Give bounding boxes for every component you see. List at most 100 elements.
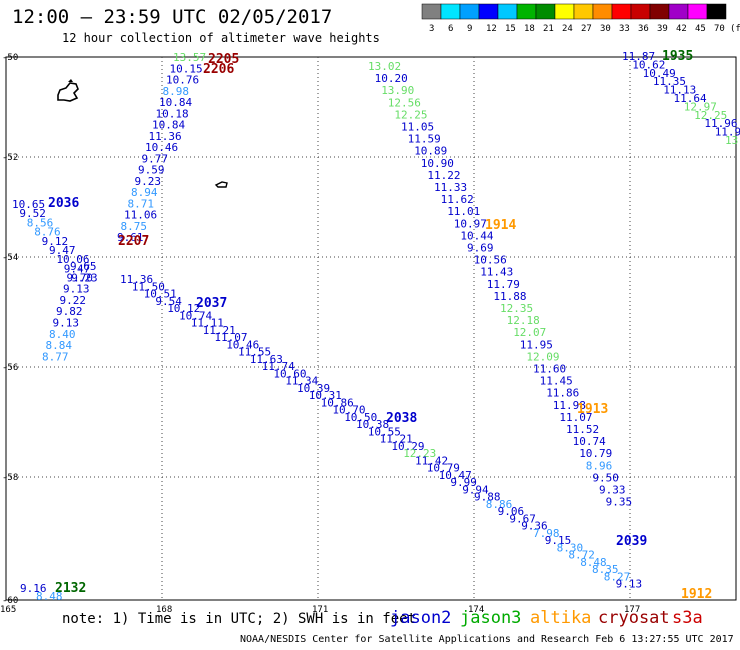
- jason2-obs: 11.34: [285, 375, 318, 388]
- islet-outline: [68, 79, 73, 82]
- jason3-obs: 11.13: [663, 84, 696, 97]
- altika-obs: 9.35: [606, 496, 633, 509]
- credit-line: NOAA/NESDIS Center for Satellite Applica…: [240, 634, 734, 645]
- jason3-obs: 11.64: [674, 92, 707, 105]
- altika-obs: 11.22: [427, 169, 460, 182]
- latitude-label: -56: [2, 363, 18, 373]
- legend-label: 18: [524, 24, 535, 34]
- jason3-obs: 11.35: [653, 75, 686, 88]
- cryosat-obs: 8.40: [49, 328, 76, 341]
- cryosat-obs: 10.84: [159, 96, 192, 109]
- altika-obs: 11.07: [559, 411, 592, 424]
- cryosat-obs: 9.70: [67, 271, 94, 284]
- jason2-obs: 10.06: [56, 253, 89, 266]
- legend-swatch: [421, 3, 442, 20]
- cryosat-obs: 10.76: [166, 74, 199, 87]
- cryosat-obs: 13.57: [173, 51, 206, 64]
- time-label: 2205: [208, 52, 239, 67]
- jason2-obs: 9.06: [498, 505, 524, 518]
- jason2-obs: 8.27: [604, 570, 631, 583]
- cryosat-obs: 11.06: [124, 209, 157, 222]
- longitude-label: 177: [624, 605, 640, 615]
- jason2-obs: 10.60: [273, 367, 306, 380]
- jason2-obs: 9.47: [49, 244, 76, 257]
- cryosat-obs: 9.22: [60, 294, 87, 307]
- altika-obs: 10.90: [421, 157, 454, 170]
- altika-obs: 11.95: [520, 338, 553, 351]
- altika-obs: 11.62: [441, 193, 474, 206]
- page-subtitle: 12 hour collection of altimeter wave hei…: [62, 31, 380, 45]
- legend-label: 3: [429, 24, 434, 34]
- jason2-obs: 10.79: [427, 462, 460, 475]
- altika-obs: 10.79: [579, 447, 612, 460]
- legend-s3a: s3a: [672, 608, 703, 628]
- jason3-obs: 8.48: [36, 590, 63, 603]
- longitude-label: 168: [156, 605, 172, 615]
- altika-obs: 11.01: [447, 205, 480, 218]
- cryosat-obs: 9.59: [138, 164, 165, 177]
- cryosat-obs: 8.94: [131, 186, 158, 199]
- legend-label: 33: [619, 24, 630, 34]
- legend-swatch: [687, 3, 708, 20]
- altika-obs: 11.05: [401, 121, 434, 134]
- jason2-obs: 11.36: [120, 273, 153, 286]
- jason2-obs: 9.36: [521, 520, 548, 533]
- legend-label: 15: [505, 24, 516, 34]
- jason3-obs: 9.16: [20, 582, 47, 595]
- jason2-obs: 8.30: [557, 541, 584, 554]
- jason2-obs: 8.86: [486, 498, 513, 511]
- altika-obs: 10.89: [414, 145, 447, 158]
- altika-obs: 11.59: [408, 133, 441, 146]
- cryosat-obs: 8.75: [121, 220, 148, 233]
- jason2-obs: 11.55: [238, 346, 271, 359]
- cryosat-obs: 9.65: [70, 260, 97, 273]
- altika-obs: 11.43: [480, 266, 513, 279]
- jason2-obs: 8.35: [592, 563, 619, 576]
- latitude-label: -58: [2, 473, 18, 483]
- cryosat-obs: 10.84: [152, 119, 185, 132]
- altika-obs: 10.44: [460, 229, 493, 242]
- jason2-obs: 9.13: [616, 578, 643, 591]
- altika-obs: 9.33: [599, 484, 626, 497]
- cryosat-obs: 10.46: [145, 141, 178, 154]
- jason2-obs: 8.76: [34, 226, 61, 239]
- legend-swatch: [573, 3, 594, 20]
- jason2-obs: 10.31: [309, 389, 342, 402]
- altika-obs: 11.88: [493, 290, 526, 303]
- island-outline: [57, 82, 79, 102]
- jason2-obs: 9.54: [155, 295, 182, 308]
- time-label: 2039: [616, 534, 647, 549]
- jason2-obs: 10.86: [321, 396, 354, 409]
- legend-label: 6: [448, 24, 453, 34]
- longitude-label: 171: [312, 605, 328, 615]
- time-label: 1935: [662, 49, 693, 64]
- cryosat-obs: 8.71: [128, 197, 155, 210]
- legend-label: 30: [600, 24, 611, 34]
- altika-obs: 10.56: [474, 254, 507, 267]
- altika-obs: 9.69: [467, 242, 494, 255]
- jason2-obs: 10.51: [144, 288, 177, 301]
- jason2-obs: 8.56: [27, 216, 54, 229]
- longitude-label: 174: [468, 605, 484, 615]
- jason3-obs: 10.49: [643, 67, 676, 80]
- jason2-obs: 11.50: [132, 280, 165, 293]
- legend-label: 9: [467, 24, 472, 34]
- island-outlines: [57, 79, 228, 188]
- jason2-obs: 9.99: [450, 476, 477, 489]
- cryosat-obs: 9.77: [142, 152, 169, 165]
- time-label: 2207: [118, 234, 149, 249]
- latitude-label: -54: [2, 253, 18, 263]
- time-label: 1913: [577, 402, 608, 417]
- jason2-obs: 8.72: [568, 549, 595, 562]
- altika-obs: 12.18: [507, 314, 540, 327]
- cryosat-obs: 8.77: [42, 350, 69, 363]
- jason3-obs: 12.25: [694, 109, 727, 122]
- time-label: 2132: [55, 581, 86, 596]
- time-label: 2038: [386, 411, 417, 426]
- cryosat-obs: 9.61: [117, 231, 144, 244]
- jason2-obs: 9.12: [42, 235, 69, 248]
- jason2-obs: 9.94: [462, 483, 489, 496]
